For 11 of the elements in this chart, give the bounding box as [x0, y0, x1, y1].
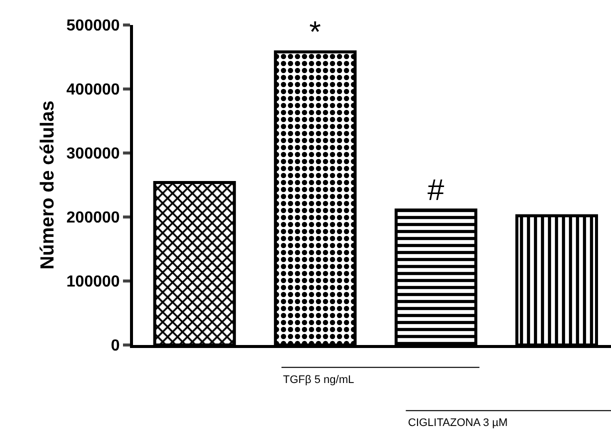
- y-tick-label: 0: [110, 338, 120, 355]
- text: TGFβ 5 ng/mL: [283, 374, 354, 386]
- data-label: *: [309, 16, 322, 49]
- y-tick-label: 200000: [66, 210, 120, 227]
- data-label: #: [427, 174, 444, 207]
- y-tick-label: 500000: [66, 18, 120, 35]
- y-axis-title: Número de células: [37, 100, 58, 270]
- y-tick-label: 100000: [66, 274, 120, 291]
- y-tick-label: 400000: [66, 82, 120, 99]
- text: CIGLITAZONA 3 µM: [408, 417, 508, 429]
- y-tick-label: 300000: [66, 146, 120, 163]
